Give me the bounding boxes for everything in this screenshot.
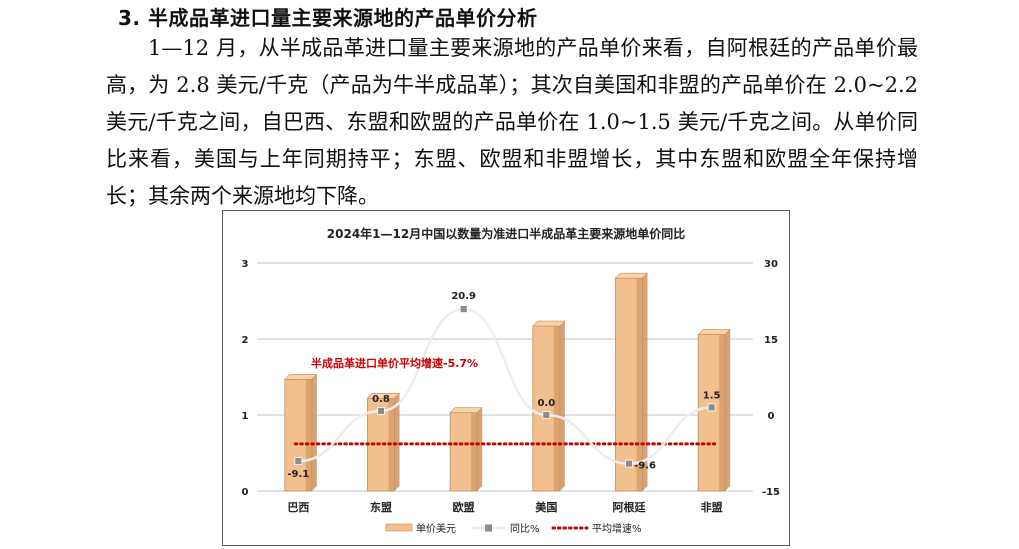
price-bar-shade [719,334,726,491]
avg-growth-annotation: 半成品革进口单价平均增速-5.7% [311,356,478,370]
body-paragraph: 1—12 月，从半成品革进口量主要来源地的产品单价来看，自阿根廷的产品单价最高，… [106,36,918,208]
yoy-data-label: 20.9 [451,291,476,302]
yoy-data-label: 1.5 [703,390,721,401]
legend-label-avg: 平均增速% [592,522,642,535]
right-axis-tick-label: 15 [764,335,778,346]
category-label: 美国 [535,500,557,514]
price-bar-side [559,321,565,491]
legend-marker-yoy [485,524,492,532]
legend-label-yoy: 同比% [510,523,540,535]
price-bar-side [394,393,400,491]
price-bar-shade [636,278,643,491]
yoy-point [542,411,551,419]
left-axis-tick-label: 1 [242,411,249,422]
left-axis-tick-label: 3 [242,259,249,270]
category-label: 东盟 [370,500,392,514]
chart-container: 2024年1—12月中国以数量为准进口半成品革主要来源地单价同比 0 1 2 3 -15… [222,210,790,546]
category-label: 阿根廷 [613,500,647,514]
price-bar-top [697,329,731,335]
price-bar-side [642,273,648,491]
yoy-point [377,407,385,415]
category-label: 巴西 [287,501,309,514]
price-bar-top [614,272,649,279]
left-axis-tick-label: 2 [242,335,249,346]
price-bar-shade [471,412,478,491]
price-bar-top [449,407,483,414]
yoy-data-label: 0.8 [372,394,390,405]
yoy-data-label: 0.0 [537,398,555,409]
price-bar-shade [553,326,560,491]
left-axis-tick-label: 0 [242,487,249,498]
yoy-point [459,305,468,314]
unit-price-chart: 2024年1—12月中国以数量为准进口半成品革主要来源地单价同比 0 1 2 3 -15… [242,226,781,535]
yoy-point [707,403,716,412]
category-label: 欧盟 [453,500,475,514]
price-bar-shade [305,379,312,491]
price-bar-top [284,373,318,380]
yoy-data-label: -9.1 [287,469,309,480]
chart-title: 2024年1—12月中国以数量为准进口半成品革主要来源地单价同比 [327,226,685,241]
price-bar-top [532,320,566,327]
price-bar-side [725,329,731,491]
category-label: 非盟 [701,500,723,514]
right-axis-tick-label: 0 [768,411,775,422]
yoy-point [294,457,303,466]
price-bar-side [477,407,483,491]
legend-label-price: 单价美元 [416,522,456,535]
section-heading: 3. 半成品革进口量主要来源地的产品单价分析 [118,6,538,30]
yoy-data-label: -9.6 [634,461,656,472]
yoy-line [298,307,712,465]
right-axis-tick-label: 30 [764,259,778,270]
legend-swatch-price [385,523,413,532]
price-bar-side [311,374,317,491]
right-axis-tick-label: -15 [762,487,780,498]
yoy-point [625,459,633,468]
